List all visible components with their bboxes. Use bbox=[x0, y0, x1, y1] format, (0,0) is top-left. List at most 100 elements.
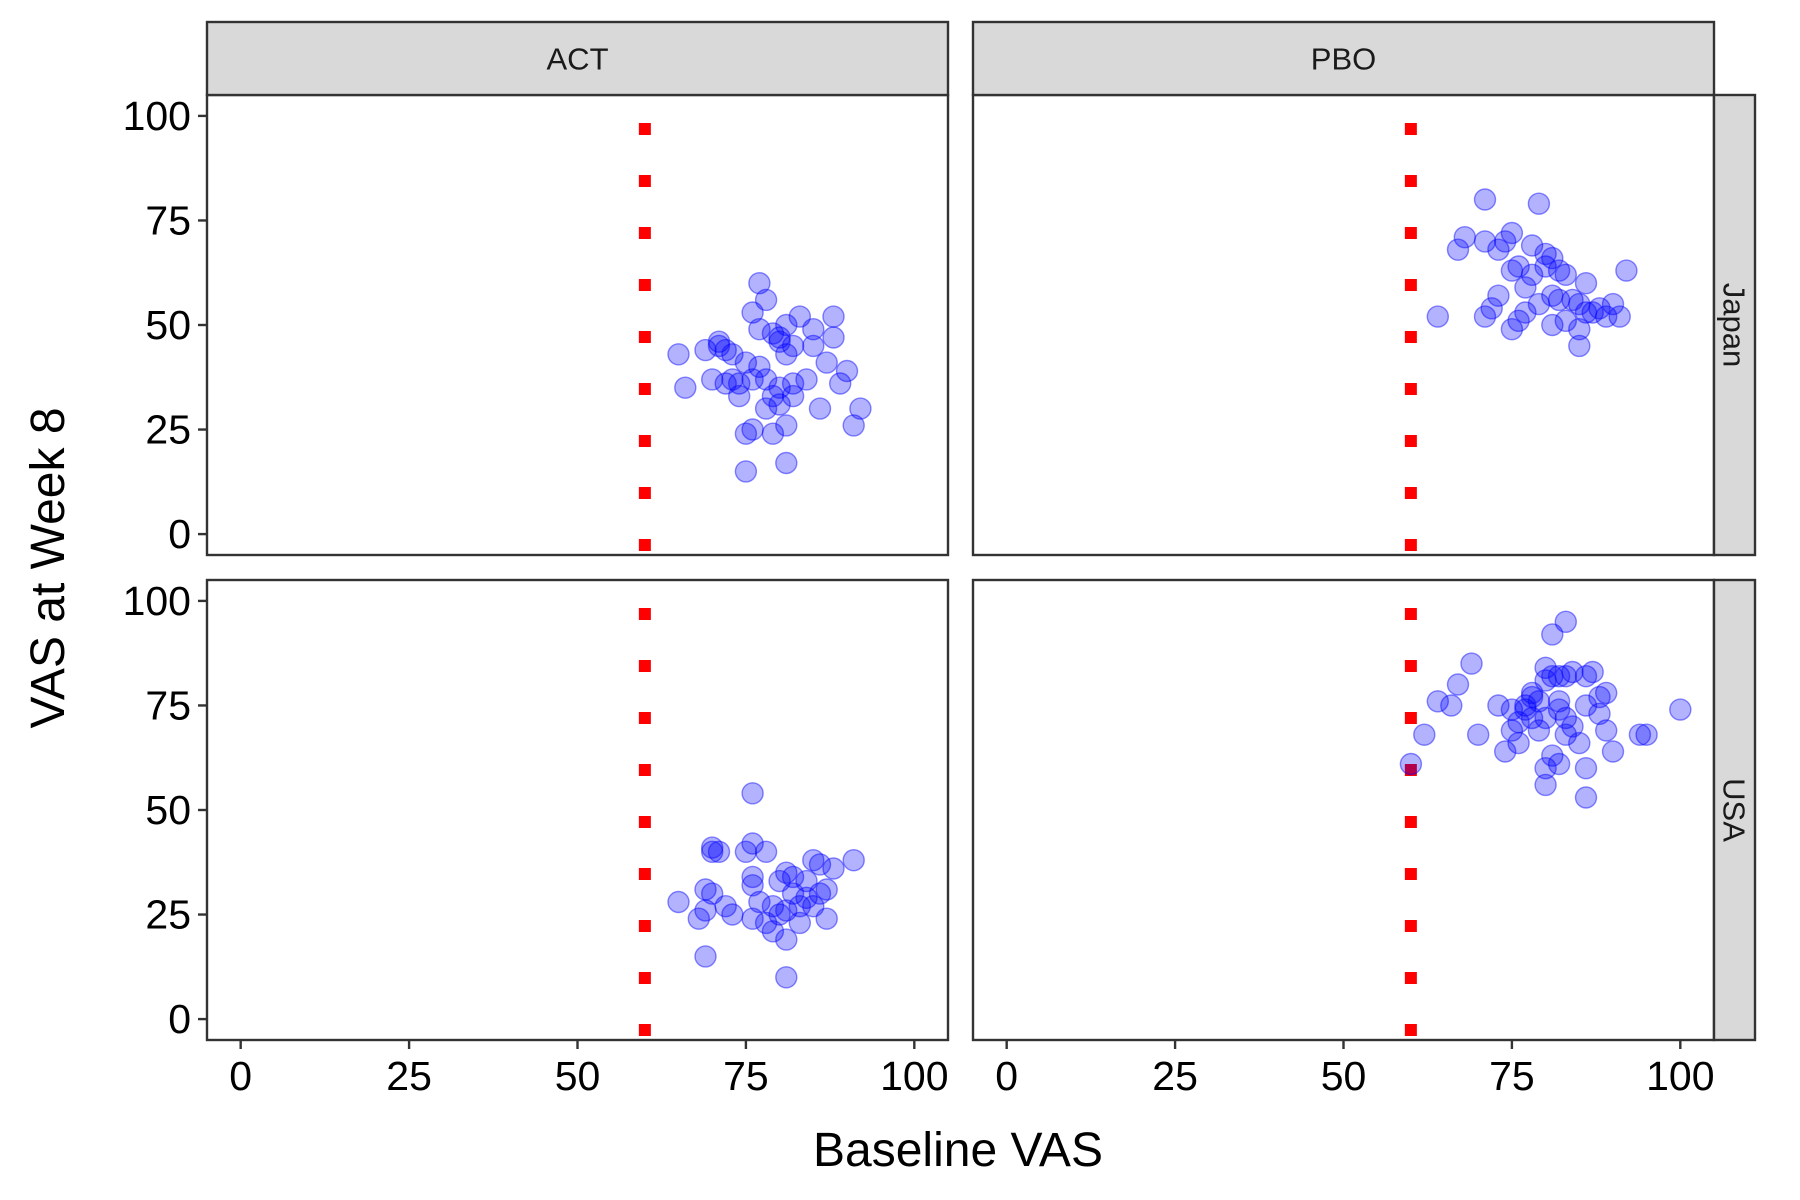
data-point bbox=[1554, 610, 1578, 633]
panel-act-usa bbox=[205, 578, 950, 1042]
data-point bbox=[1487, 694, 1510, 717]
data-point bbox=[808, 397, 832, 420]
data-point bbox=[1514, 276, 1537, 299]
data-point bbox=[1534, 773, 1557, 797]
data-point bbox=[1413, 723, 1436, 746]
data-point bbox=[1554, 263, 1578, 286]
column-strip-label: ACT bbox=[547, 42, 609, 77]
data-point bbox=[1601, 292, 1625, 316]
data-point bbox=[1473, 230, 1497, 253]
data-point bbox=[1574, 694, 1598, 717]
data-point bbox=[775, 414, 798, 437]
y-axis-japan: 0 25 50 75 100 bbox=[123, 93, 207, 557]
data-point bbox=[768, 326, 791, 349]
x-tick-label: 0 bbox=[229, 1053, 252, 1099]
x-axis-title: Baseline VAS bbox=[813, 1124, 1103, 1177]
data-point bbox=[1534, 669, 1557, 692]
data-point bbox=[775, 343, 798, 366]
x-tick-label: 25 bbox=[386, 1053, 432, 1099]
panel-background bbox=[973, 580, 1714, 1040]
data-point bbox=[721, 368, 744, 391]
data-point bbox=[687, 907, 710, 930]
data-point bbox=[761, 422, 785, 445]
data-point bbox=[795, 886, 818, 909]
data-point bbox=[1568, 731, 1591, 755]
data-point bbox=[781, 334, 805, 358]
data-point bbox=[1500, 719, 1524, 742]
data-point bbox=[1568, 292, 1591, 316]
data-point bbox=[1547, 752, 1571, 776]
data-point bbox=[1541, 744, 1564, 767]
data-point bbox=[761, 322, 785, 345]
data-point bbox=[754, 397, 778, 420]
data-point bbox=[1446, 238, 1470, 261]
data-point bbox=[1547, 690, 1571, 713]
data-point bbox=[714, 372, 737, 395]
y-tick-label: 25 bbox=[145, 407, 191, 453]
column-strip-label: PBO bbox=[1311, 42, 1376, 77]
y-tick-label: 50 bbox=[145, 787, 191, 833]
data-point bbox=[1554, 309, 1578, 332]
data-point bbox=[781, 372, 805, 395]
strip-background bbox=[205, 20, 950, 97]
data-point bbox=[1541, 246, 1564, 270]
data-point bbox=[1487, 284, 1510, 307]
data-point bbox=[1534, 757, 1557, 780]
data-point bbox=[808, 853, 832, 876]
x-tick-label: 75 bbox=[723, 1053, 769, 1099]
column-strip-act: ACT bbox=[205, 20, 950, 97]
data-point bbox=[701, 368, 724, 391]
data-point bbox=[1608, 305, 1631, 328]
data-point bbox=[707, 840, 731, 863]
data-point bbox=[741, 865, 764, 889]
data-point bbox=[1534, 242, 1557, 266]
data-point bbox=[1527, 690, 1551, 713]
data-point bbox=[1554, 723, 1578, 746]
y-tick-label: 75 bbox=[145, 197, 191, 243]
data-point bbox=[1520, 685, 1544, 709]
y-tick-label: 0 bbox=[168, 511, 191, 557]
data-point bbox=[1493, 740, 1517, 763]
data-point bbox=[1527, 192, 1551, 215]
data-point bbox=[701, 882, 724, 905]
data-point bbox=[788, 911, 811, 935]
data-point bbox=[1500, 221, 1524, 245]
y-tick-label: 100 bbox=[123, 578, 191, 624]
data-point bbox=[1493, 230, 1517, 253]
data-point bbox=[667, 890, 690, 914]
data-point bbox=[768, 393, 791, 416]
panel-act-japan bbox=[205, 93, 950, 557]
data-point bbox=[748, 355, 771, 378]
data-point bbox=[694, 899, 717, 922]
data-point bbox=[781, 865, 805, 889]
data-point bbox=[815, 878, 838, 901]
data-point bbox=[754, 368, 778, 391]
data-point bbox=[1520, 706, 1544, 730]
strips-layer: ACT PBO Japan USA bbox=[205, 20, 1757, 1042]
data-point bbox=[768, 903, 791, 926]
strip-background bbox=[1712, 578, 1757, 1042]
data-point bbox=[761, 920, 785, 943]
data-point bbox=[741, 301, 764, 324]
x-tick-label: 50 bbox=[555, 1053, 601, 1099]
data-point bbox=[775, 928, 798, 951]
data-point bbox=[741, 782, 764, 805]
data-point bbox=[1594, 681, 1618, 705]
x-axis-act: 0 25 50 75 100 bbox=[229, 1040, 949, 1099]
data-point bbox=[1574, 757, 1598, 780]
y-tick-label: 0 bbox=[168, 996, 191, 1042]
data-point bbox=[1527, 719, 1551, 742]
data-point bbox=[741, 368, 764, 391]
data-point bbox=[822, 326, 845, 349]
data-point bbox=[1500, 259, 1524, 282]
data-point bbox=[775, 899, 798, 922]
data-point bbox=[694, 338, 717, 362]
data-point bbox=[1507, 731, 1530, 755]
data-point bbox=[1615, 259, 1638, 282]
data-point bbox=[775, 313, 798, 337]
y-tick-label: 50 bbox=[145, 302, 191, 348]
data-point bbox=[721, 343, 744, 366]
data-point bbox=[1601, 740, 1625, 763]
data-point bbox=[849, 397, 872, 420]
